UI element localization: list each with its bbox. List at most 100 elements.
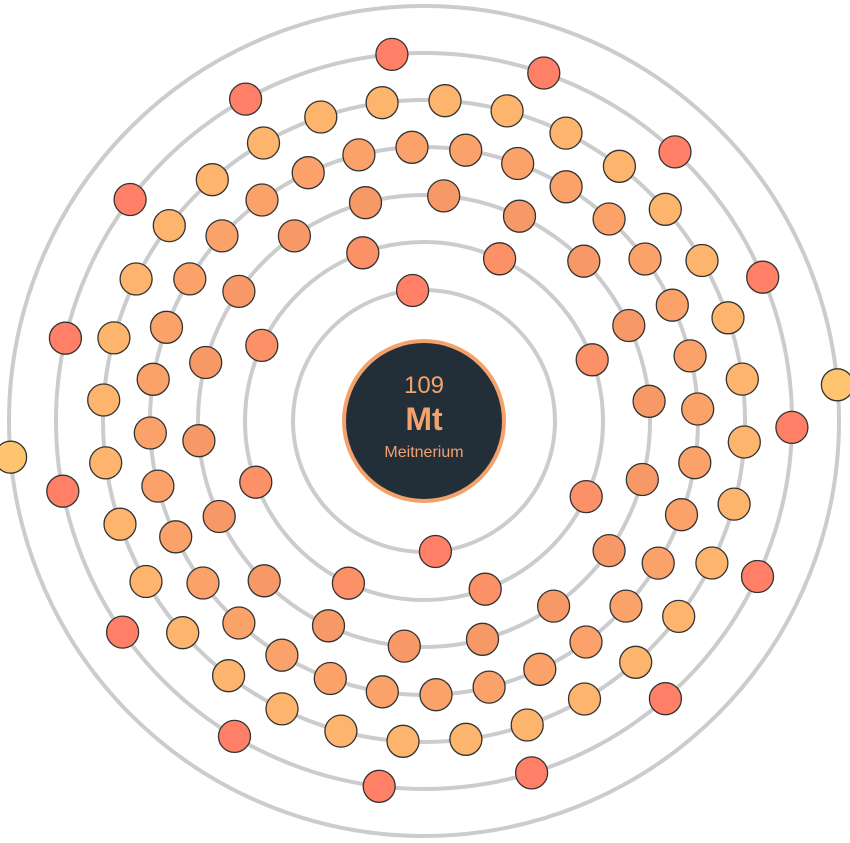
- electron-shell-4: [395, 130, 429, 164]
- electron-shell-6: [746, 260, 780, 294]
- electron-shell-2: [575, 343, 609, 377]
- electron-shell-2: [245, 328, 279, 363]
- electron-shell-5: [152, 208, 186, 243]
- electron-shell-5: [386, 724, 420, 758]
- electron-shell-5: [449, 722, 483, 756]
- electron-shell-2: [569, 479, 603, 514]
- electron-shell-5: [304, 100, 338, 134]
- electron-shell-7: [0, 440, 28, 474]
- electron-shell-4: [141, 469, 175, 503]
- element-symbol: Mt: [405, 401, 443, 437]
- electron-shell-2: [468, 572, 502, 606]
- electron-shell-5: [119, 262, 153, 296]
- electron-shell-1: [418, 534, 453, 569]
- electron-shell-3: [567, 244, 601, 278]
- electron-shell-6: [375, 37, 409, 72]
- electron-shell-4: [245, 183, 279, 217]
- shell-ring-2: [243, 240, 605, 602]
- electron-shell-3: [222, 274, 256, 309]
- electron-shell-5: [103, 507, 137, 541]
- electron-shell-5: [662, 599, 696, 634]
- electron-shell-3: [612, 308, 646, 343]
- electron-shell-3: [625, 462, 659, 497]
- electron-shell-3: [536, 589, 571, 623]
- electron-shell-5: [87, 383, 121, 417]
- electron-shell-6: [740, 559, 775, 594]
- electron-shell-5: [725, 362, 759, 396]
- electron-shell-5: [695, 546, 729, 580]
- electron-shell-4: [419, 678, 453, 712]
- electron-shell-3: [427, 179, 461, 213]
- electron-shell-5: [567, 682, 602, 716]
- electron-shell-4: [265, 638, 299, 672]
- electron-shell-4: [681, 392, 715, 426]
- electron-shell-4: [159, 520, 193, 554]
- shell-ring-3: [196, 193, 652, 649]
- electron-shell-5: [717, 487, 751, 521]
- electron-shell-7: [820, 368, 850, 402]
- electron-shell-4: [549, 170, 583, 204]
- electron-shell-5: [619, 645, 653, 679]
- electron-shell-6: [105, 615, 140, 649]
- electron-shell-6: [658, 135, 692, 169]
- electron-shell-5: [727, 425, 761, 459]
- electron-shell-3: [182, 424, 216, 458]
- electron-shell-3: [632, 384, 666, 418]
- electron-shell-4: [592, 202, 626, 236]
- electron-shell-3: [592, 533, 626, 568]
- electron-shell-3: [202, 499, 236, 534]
- electron-shell-3: [465, 622, 500, 656]
- electron-shell-4: [678, 446, 712, 480]
- atomic-number: 109: [404, 372, 444, 399]
- electron-shell-6: [362, 769, 396, 803]
- electron-shell-4: [673, 339, 707, 373]
- electron-shell-4: [136, 362, 170, 396]
- electron-shell-6: [228, 82, 263, 116]
- electron-shell-4: [501, 146, 535, 181]
- electron-shell-6: [48, 321, 83, 355]
- electron-shell-5: [428, 84, 462, 118]
- electron-shell-4: [655, 288, 689, 322]
- electron-shell-5: [685, 243, 719, 278]
- electron-shell-4: [628, 242, 662, 276]
- electron-shell-5: [97, 321, 131, 355]
- electron-shell-3: [387, 629, 421, 663]
- electron-shell-5: [89, 446, 123, 480]
- electron-shell-5: [211, 659, 246, 693]
- electron-shell-6: [775, 410, 809, 445]
- electron-shell-4: [472, 670, 506, 704]
- electron-shell-4: [664, 498, 699, 532]
- electron-shell-6: [527, 56, 561, 90]
- electron-shell-6: [217, 719, 252, 754]
- nucleus-circle: [342, 339, 506, 503]
- electron-shell-3: [502, 199, 537, 233]
- electron-shell-4: [173, 262, 207, 296]
- electron-shell-2: [346, 236, 380, 270]
- electron-shell-4: [205, 219, 239, 253]
- electron-shell-3: [311, 609, 346, 643]
- electron-shell-4: [609, 589, 643, 623]
- electron-shell-2: [239, 465, 273, 499]
- electron-shell-4: [449, 133, 483, 167]
- electron-shell-1: [395, 273, 430, 308]
- shell-ring-7: [7, 4, 841, 838]
- electron-shell-4: [291, 156, 325, 190]
- electron-shell-4: [365, 675, 399, 709]
- electron-shell-6: [46, 474, 80, 508]
- electron-shell-6: [648, 682, 683, 716]
- electron-shell-5: [129, 564, 163, 599]
- electron-shell-5: [195, 163, 229, 197]
- electron-shell-5: [166, 616, 200, 650]
- electron-shell-4: [186, 566, 220, 600]
- electron-shell-5: [265, 692, 299, 726]
- electron-shell-4: [641, 546, 675, 580]
- electron-shell-6: [514, 756, 549, 790]
- shell-ring-5: [101, 98, 747, 744]
- electron-shell-4: [222, 606, 256, 640]
- electron-shell-4: [569, 625, 603, 659]
- electron-shell-5: [246, 126, 281, 160]
- electron-shell-3: [277, 219, 312, 253]
- electron-shell-5: [490, 94, 524, 128]
